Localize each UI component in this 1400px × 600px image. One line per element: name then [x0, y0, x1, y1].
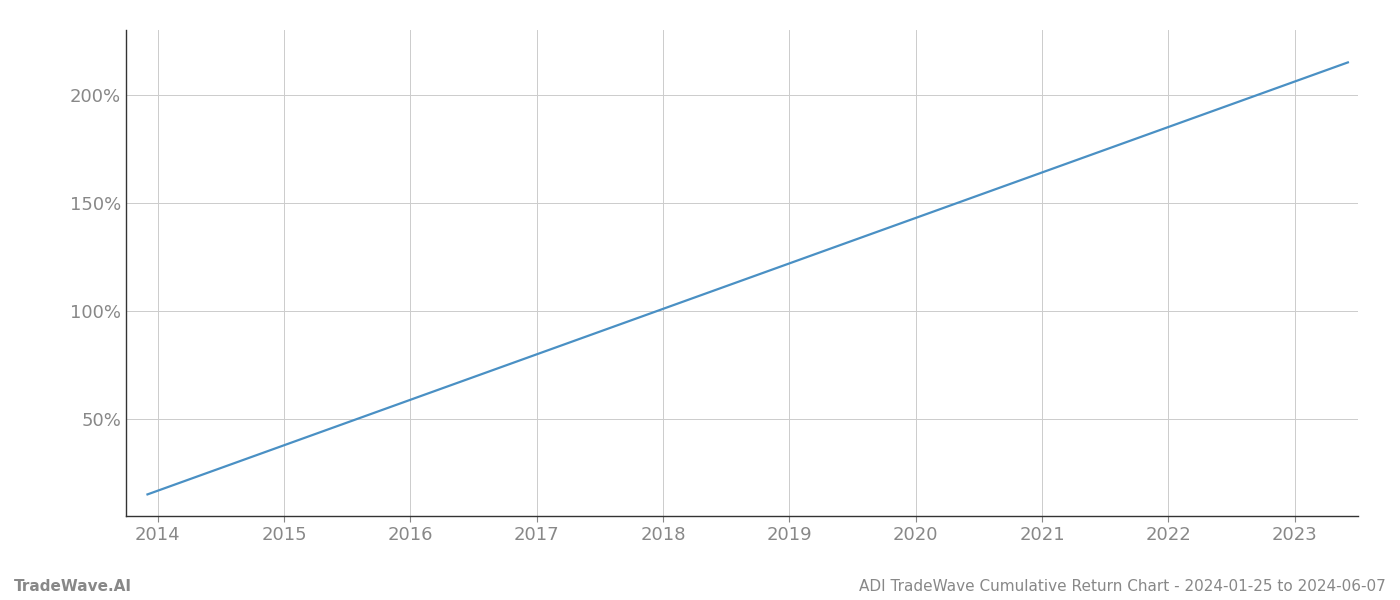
- Text: ADI TradeWave Cumulative Return Chart - 2024-01-25 to 2024-06-07: ADI TradeWave Cumulative Return Chart - …: [860, 579, 1386, 594]
- Text: TradeWave.AI: TradeWave.AI: [14, 579, 132, 594]
